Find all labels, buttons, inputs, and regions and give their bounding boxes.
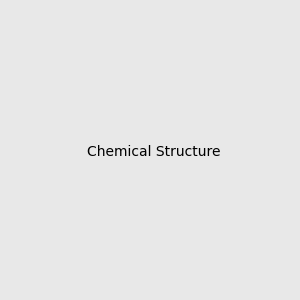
Text: Chemical Structure: Chemical Structure [87,145,220,158]
